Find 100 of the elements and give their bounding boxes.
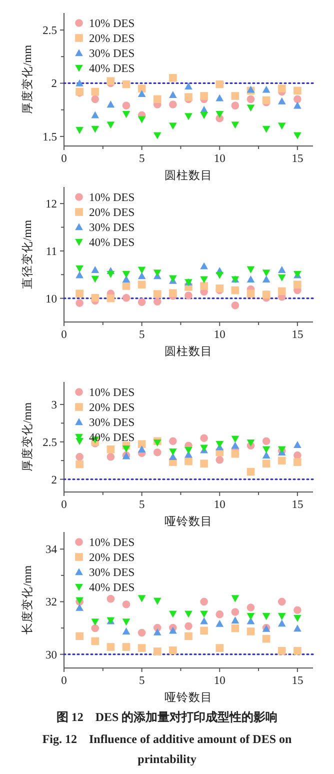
x-tick-label: 5 [138, 153, 145, 165]
point [294, 606, 302, 614]
point [200, 112, 208, 120]
y-tick-label: 2 [51, 474, 58, 486]
point [91, 88, 100, 96]
point [122, 643, 130, 651]
point [294, 440, 302, 448]
point [262, 446, 270, 454]
y-axis-title: 厚度变化/mm [20, 44, 34, 114]
y-tick-label: 30 [46, 649, 58, 662]
point [91, 624, 100, 632]
point [106, 294, 115, 302]
point [184, 93, 192, 101]
point [106, 122, 115, 129]
point [106, 643, 115, 651]
point [184, 292, 192, 300]
x-tick-label: 15 [292, 499, 304, 511]
point [216, 620, 224, 627]
legend-label: 20% DES [89, 402, 135, 414]
x-tick-label: 15 [292, 675, 304, 687]
point [262, 460, 270, 468]
legend-label: 20% DES [89, 552, 135, 564]
point [153, 298, 162, 306]
point [91, 111, 100, 118]
x-tick-label: 10 [214, 153, 226, 165]
point [169, 646, 177, 654]
caption: 图 12 DES 的添加量对打印成型性的影响 [56, 710, 278, 724]
point [76, 290, 84, 298]
y-tick-label: 3 [51, 399, 58, 412]
y-tick-label: 1.5 [42, 131, 58, 144]
point [106, 271, 115, 278]
point [246, 290, 255, 298]
point [138, 445, 146, 452]
point [153, 270, 162, 277]
point [231, 286, 240, 294]
legend-label: 40% DES [89, 432, 135, 444]
point [91, 294, 100, 302]
point [294, 647, 302, 655]
point [216, 80, 224, 88]
point [184, 622, 192, 630]
point [138, 272, 146, 280]
point [169, 91, 177, 98]
point [169, 437, 177, 446]
point [122, 271, 130, 278]
point [262, 270, 270, 277]
point [200, 276, 208, 284]
point [294, 458, 302, 466]
point [278, 274, 286, 282]
point [122, 445, 130, 452]
point [184, 113, 192, 120]
point [138, 440, 146, 448]
point [231, 450, 240, 458]
point [91, 95, 100, 104]
point [231, 595, 240, 602]
point [122, 282, 130, 290]
point [278, 647, 286, 655]
point [262, 275, 270, 282]
caption: Fig. 12 Influence of additive amount of DES on printability [42, 732, 292, 766]
point [138, 298, 146, 306]
legend-label: 30% DES [89, 48, 135, 60]
point [231, 102, 240, 110]
y-tick-label: 11 [46, 246, 58, 258]
point [122, 110, 130, 118]
y-tick-label: 10 [46, 293, 58, 306]
x-tick-label: 0 [61, 329, 68, 341]
y-axis-title: 直径变化/mm [20, 220, 34, 290]
legend-label: 10% DES [89, 537, 135, 549]
point [262, 437, 270, 446]
point [138, 628, 146, 637]
point [246, 439, 255, 447]
point [184, 457, 192, 466]
point [200, 598, 208, 606]
point [278, 97, 286, 104]
point [246, 613, 255, 620]
point [76, 79, 84, 86]
y-tick-label: 12 [46, 198, 58, 211]
point [76, 604, 84, 611]
point [294, 132, 302, 140]
point [231, 436, 240, 443]
point [169, 100, 177, 108]
legend-label: 20% DES [89, 33, 135, 45]
point [216, 610, 224, 618]
point [262, 126, 270, 133]
point [169, 448, 177, 456]
point [278, 266, 286, 274]
y-tick-label: 2.5 [42, 25, 58, 38]
point [106, 452, 115, 461]
legend-label: 40% DES [89, 237, 135, 249]
legend-label: 30% DES [89, 567, 135, 579]
point [169, 626, 177, 634]
point [184, 82, 192, 90]
point [294, 624, 302, 632]
point [262, 613, 270, 620]
x-tick-label: 10 [214, 499, 226, 511]
point [294, 86, 302, 95]
point [184, 446, 192, 454]
x-tick-label: 15 [292, 153, 304, 165]
point [138, 116, 146, 124]
point [76, 632, 84, 640]
x-axis-title: 哑铃数目 [164, 515, 212, 528]
